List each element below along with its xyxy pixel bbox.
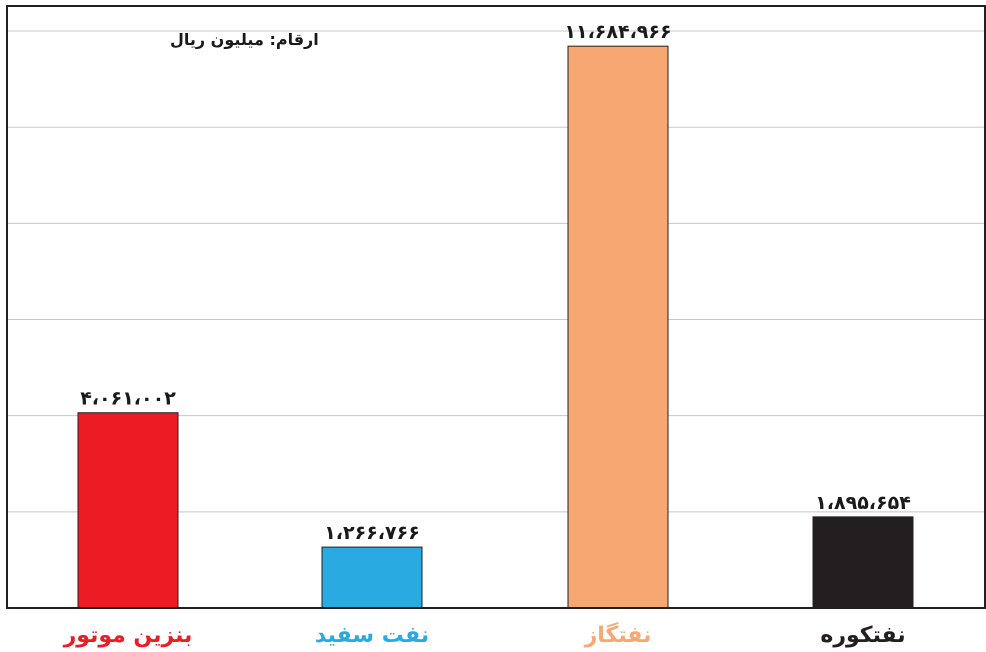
value-label-1: ۴،۰۶۱،۰۰۲ — [80, 388, 176, 410]
category-label-4: نفتکوره — [820, 623, 905, 648]
bar-1 — [77, 412, 179, 609]
value-label-2: ۱،۲۶۶،۷۶۶ — [324, 522, 420, 544]
bar-4 — [812, 516, 914, 609]
bar-3 — [567, 45, 669, 609]
value-label-3: ۱۱،۶۸۴،۹۶۶ — [564, 21, 671, 43]
bar-2 — [321, 546, 423, 609]
category-label-3: نفتگاز — [584, 621, 652, 648]
category-labels: بنزین موتور نفت سفید نفتگاز نفتکوره — [63, 621, 906, 648]
category-label-2: نفت سفید — [315, 623, 429, 648]
category-label-1: بنزین موتور — [63, 623, 193, 648]
unit-note: ارقام: میلیون ریال — [170, 30, 319, 49]
value-labels: ۴،۰۶۱،۰۰۲ ۱،۲۶۶،۷۶۶ ۱۱،۶۸۴،۹۶۶ ۱،۸۹۵،۶۵۴ — [80, 21, 911, 544]
plot-frame — [6, 5, 986, 609]
bars — [77, 45, 914, 609]
value-label-4: ۱،۸۹۵،۶۵۴ — [815, 492, 911, 514]
